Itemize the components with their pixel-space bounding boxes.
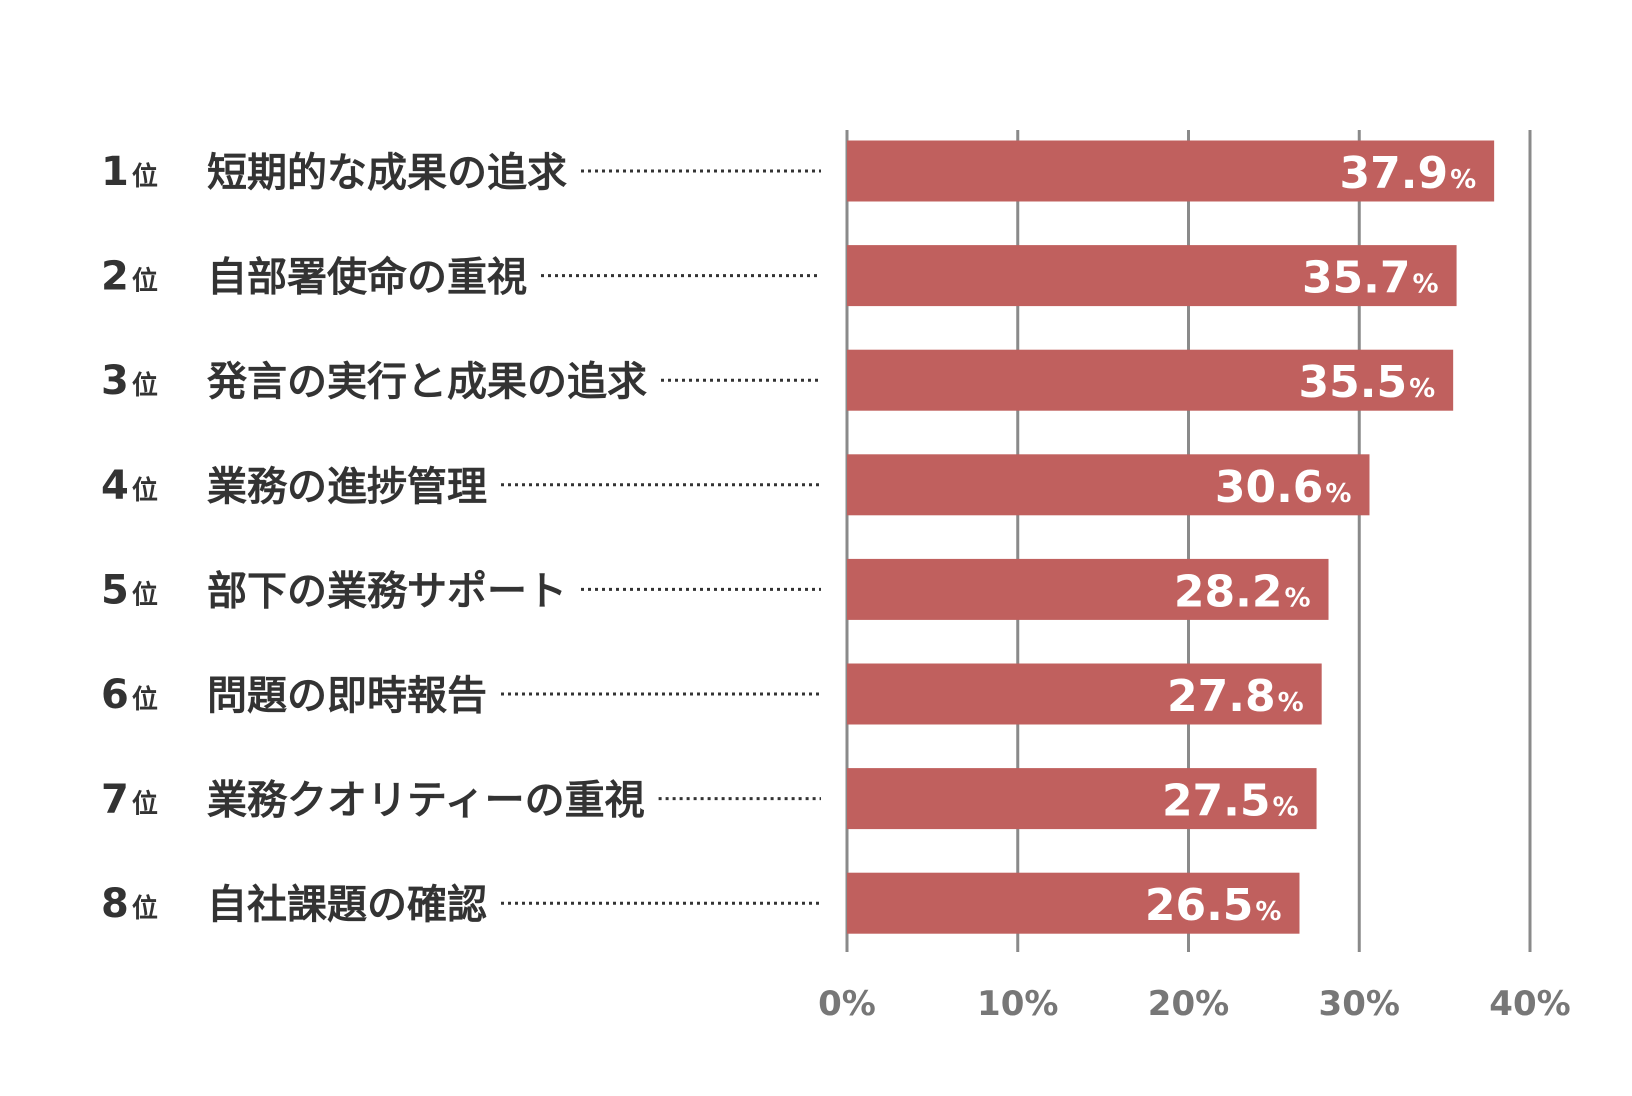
category-label: 問題の即時報告 bbox=[207, 673, 487, 719]
value-label: 26.5% bbox=[1145, 880, 1282, 931]
category-label: 業務の進捗管理 bbox=[207, 464, 487, 510]
x-tick-label: 40% bbox=[1489, 984, 1570, 1024]
value-suffix: % bbox=[1284, 583, 1310, 613]
value-label: 28.2% bbox=[1174, 566, 1311, 617]
category-label: 自社課題の確認 bbox=[207, 882, 487, 928]
rank-suffix: 位 bbox=[132, 370, 158, 401]
rank-suffix: 位 bbox=[132, 475, 158, 506]
value-number: 35.7 bbox=[1302, 253, 1411, 304]
bar bbox=[847, 663, 1322, 725]
bar-row: 4 位 業務の進捗管理 30.6% bbox=[101, 454, 1370, 516]
value-label: 27.8% bbox=[1167, 671, 1304, 722]
bar-row: 8 位 自社課題の確認 26.5% bbox=[101, 872, 1300, 934]
value-suffix: % bbox=[1255, 897, 1281, 927]
value-number: 35.5 bbox=[1299, 357, 1408, 408]
rank-number: 1 bbox=[101, 149, 129, 195]
value-suffix: % bbox=[1278, 688, 1304, 718]
value-suffix: % bbox=[1409, 374, 1435, 404]
value-number: 37.9 bbox=[1340, 148, 1449, 199]
value-suffix: % bbox=[1413, 270, 1439, 300]
category-label: 短期的な成果の追求 bbox=[207, 150, 567, 196]
bar bbox=[847, 872, 1300, 934]
bar bbox=[847, 140, 1495, 202]
category-label: 発言の実行と成果の追求 bbox=[207, 359, 647, 405]
bar bbox=[847, 454, 1370, 516]
x-tick-label: 30% bbox=[1319, 984, 1400, 1024]
rank-number: 4 bbox=[101, 463, 129, 509]
value-label: 37.9% bbox=[1340, 148, 1477, 199]
x-tick-label: 20% bbox=[1148, 984, 1229, 1024]
rank-number: 7 bbox=[101, 777, 129, 823]
rank-suffix: 位 bbox=[132, 161, 158, 192]
bar bbox=[847, 558, 1329, 620]
bar-row: 1 位 短期的な成果の追求 37.9% bbox=[101, 140, 1495, 202]
bar-row: 6 位 問題の即時報告 27.8% bbox=[101, 663, 1322, 725]
rank-suffix: 位 bbox=[132, 579, 158, 610]
value-label: 30.6% bbox=[1215, 462, 1352, 513]
x-tick-label: 10% bbox=[977, 984, 1058, 1024]
rank-number: 3 bbox=[101, 358, 129, 404]
rank-suffix: 位 bbox=[132, 789, 158, 820]
value-label: 35.7% bbox=[1302, 253, 1439, 304]
category-label: 部下の業務サポート bbox=[207, 568, 567, 614]
value-number: 30.6 bbox=[1215, 462, 1324, 513]
rank-suffix: 位 bbox=[132, 684, 158, 715]
rank-suffix: 位 bbox=[132, 266, 158, 297]
bar-row: 5 位 部下の業務サポート 28.2% bbox=[101, 558, 1329, 620]
value-number: 26.5 bbox=[1145, 880, 1254, 931]
rank-suffix: 位 bbox=[132, 893, 158, 924]
category-label: 自部署使命の重視 bbox=[207, 255, 527, 301]
bar-row: 2 位 自部署使命の重視 35.7% bbox=[101, 245, 1457, 307]
value-suffix: % bbox=[1450, 165, 1476, 195]
rank-number: 2 bbox=[101, 254, 129, 300]
bar-row: 3 位 発言の実行と成果の追求 35.5% bbox=[101, 349, 1454, 411]
bar bbox=[847, 245, 1457, 307]
bar-row: 7 位 業務クオリティーの重視 27.5% bbox=[101, 768, 1317, 830]
value-label: 27.5% bbox=[1162, 776, 1299, 827]
bar bbox=[847, 768, 1317, 830]
x-tick-label: 0% bbox=[818, 984, 876, 1024]
value-number: 27.8 bbox=[1167, 671, 1276, 722]
bar bbox=[847, 349, 1454, 411]
value-suffix: % bbox=[1325, 479, 1351, 509]
value-number: 27.5 bbox=[1162, 776, 1271, 827]
value-label: 35.5% bbox=[1299, 357, 1436, 408]
category-label: 業務クオリティーの重視 bbox=[207, 778, 645, 824]
rank-number: 5 bbox=[101, 567, 129, 613]
value-suffix: % bbox=[1273, 793, 1299, 823]
rank-number: 8 bbox=[101, 881, 129, 927]
value-number: 28.2 bbox=[1174, 566, 1283, 617]
rank-number: 6 bbox=[101, 672, 129, 718]
